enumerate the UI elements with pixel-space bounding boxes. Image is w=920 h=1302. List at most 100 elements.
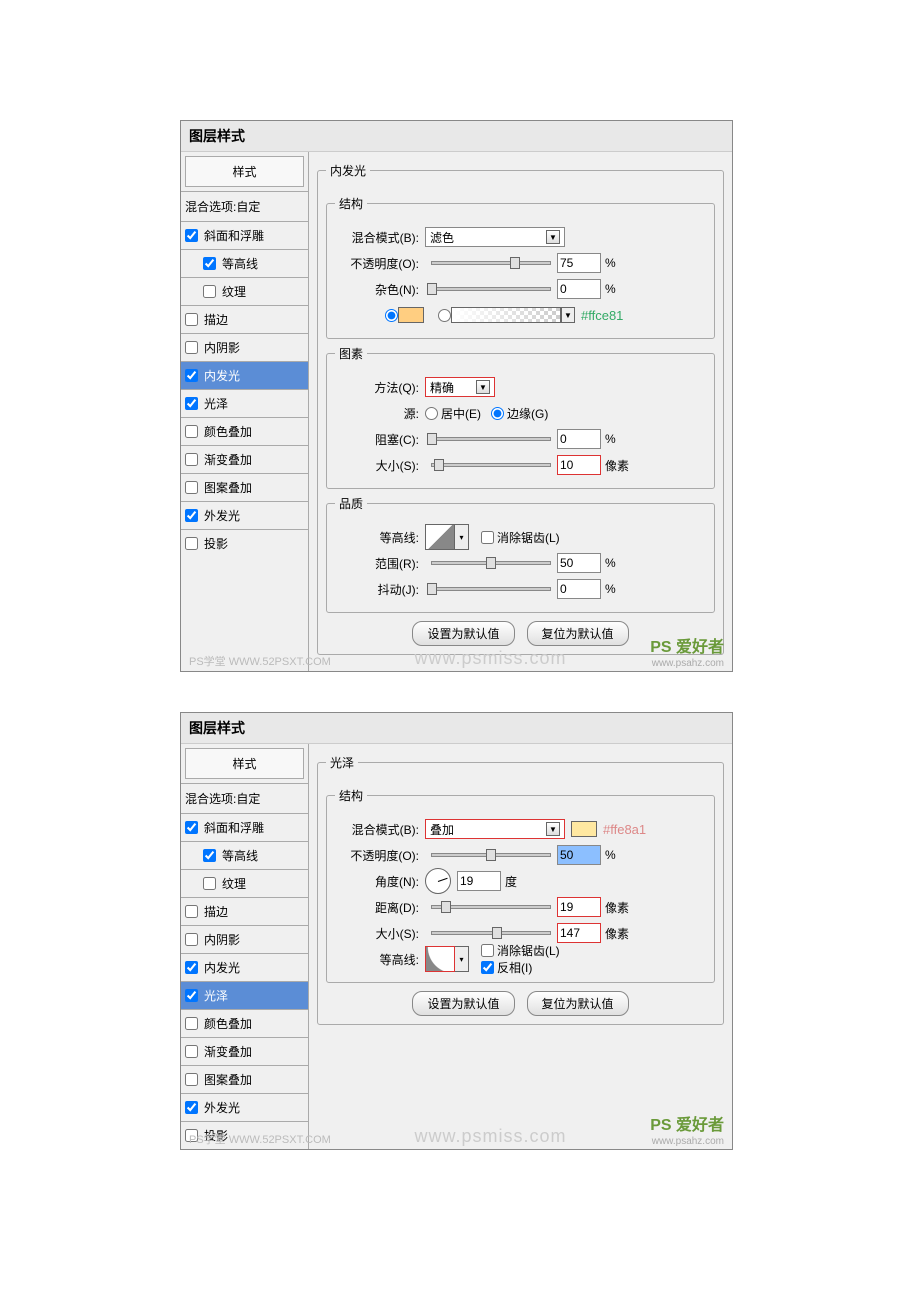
style-item-10[interactable]: 外发光 bbox=[181, 501, 308, 529]
source-edge-radio[interactable]: 边缘(G) bbox=[491, 405, 548, 422]
distance-input[interactable] bbox=[557, 897, 601, 917]
range-input[interactable] bbox=[557, 553, 601, 573]
style-item-2[interactable]: 纹理 bbox=[181, 869, 308, 897]
style-item-4[interactable]: 内阴影 bbox=[181, 333, 308, 361]
angle-input[interactable] bbox=[457, 871, 501, 891]
style-checkbox[interactable] bbox=[185, 537, 198, 550]
dialog-title: 图层样式 bbox=[181, 713, 732, 744]
style-item-9[interactable]: 图案叠加 bbox=[181, 473, 308, 501]
style-item-9[interactable]: 图案叠加 bbox=[181, 1065, 308, 1093]
style-checkbox[interactable] bbox=[185, 1045, 198, 1058]
style-item-8[interactable]: 渐变叠加 bbox=[181, 1037, 308, 1065]
distance-slider[interactable] bbox=[431, 905, 551, 909]
style-item-0[interactable]: 斜面和浮雕 bbox=[181, 813, 308, 841]
style-item-11[interactable]: 投影 bbox=[181, 529, 308, 557]
style-checkbox[interactable] bbox=[185, 1073, 198, 1086]
gradient-radio[interactable] bbox=[438, 309, 451, 322]
style-checkbox[interactable] bbox=[185, 1017, 198, 1030]
style-item-7[interactable]: 颜色叠加 bbox=[181, 1009, 308, 1037]
style-item-8[interactable]: 渐变叠加 bbox=[181, 445, 308, 473]
style-label: 光泽 bbox=[204, 395, 228, 412]
style-item-0[interactable]: 斜面和浮雕 bbox=[181, 221, 308, 249]
size-input[interactable] bbox=[557, 455, 601, 475]
style-checkbox[interactable] bbox=[185, 933, 198, 946]
style-checkbox[interactable] bbox=[203, 877, 216, 890]
style-checkbox[interactable] bbox=[185, 397, 198, 410]
style-checkbox[interactable] bbox=[185, 229, 198, 242]
opacity-slider[interactable] bbox=[431, 853, 551, 857]
style-checkbox[interactable] bbox=[203, 285, 216, 298]
style-item-7[interactable]: 颜色叠加 bbox=[181, 417, 308, 445]
opacity-slider[interactable] bbox=[431, 261, 551, 265]
style-item-6[interactable]: 光泽 bbox=[181, 389, 308, 417]
style-checkbox[interactable] bbox=[185, 1101, 198, 1114]
style-item-1[interactable]: 等高线 bbox=[181, 841, 308, 869]
style-item-3[interactable]: 描边 bbox=[181, 897, 308, 925]
style-item-4[interactable]: 内阴影 bbox=[181, 925, 308, 953]
style-checkbox[interactable] bbox=[185, 961, 198, 974]
style-checkbox[interactable] bbox=[185, 905, 198, 918]
style-item-5[interactable]: 内发光 bbox=[181, 361, 308, 389]
style-item-2[interactable]: 纹理 bbox=[181, 277, 308, 305]
style-checkbox[interactable] bbox=[185, 341, 198, 354]
choke-slider[interactable] bbox=[431, 437, 551, 441]
reset-default-button[interactable]: 复位为默认值 bbox=[527, 991, 629, 1016]
style-label: 斜面和浮雕 bbox=[204, 227, 264, 244]
choke-input[interactable] bbox=[557, 429, 601, 449]
size-slider[interactable] bbox=[431, 463, 551, 467]
style-checkbox[interactable] bbox=[185, 369, 198, 382]
set-default-button[interactable]: 设置为默认值 bbox=[412, 991, 514, 1016]
noise-slider[interactable] bbox=[431, 287, 551, 291]
style-checkbox[interactable] bbox=[185, 481, 198, 494]
blend-mode-select[interactable]: 叠加▼ bbox=[425, 819, 565, 839]
range-slider[interactable] bbox=[431, 561, 551, 565]
contour-dropdown-icon[interactable]: ▾ bbox=[455, 946, 469, 972]
blending-options[interactable]: 混合选项:自定 bbox=[181, 783, 308, 813]
method-select[interactable]: 精确▼ bbox=[425, 377, 495, 397]
style-checkbox[interactable] bbox=[185, 1129, 198, 1142]
style-label: 图案叠加 bbox=[204, 479, 252, 496]
color-swatch[interactable] bbox=[571, 821, 597, 837]
jitter-input[interactable] bbox=[557, 579, 601, 599]
contour-dropdown-icon[interactable]: ▾ bbox=[455, 524, 469, 550]
reset-default-button[interactable]: 复位为默认值 bbox=[527, 621, 629, 646]
color-swatch[interactable] bbox=[398, 307, 424, 323]
styles-header[interactable]: 样式 bbox=[185, 156, 304, 187]
style-item-5[interactable]: 内发光 bbox=[181, 953, 308, 981]
style-checkbox[interactable] bbox=[185, 453, 198, 466]
style-checkbox[interactable] bbox=[185, 989, 198, 1002]
style-checkbox[interactable] bbox=[185, 313, 198, 326]
style-item-10[interactable]: 外发光 bbox=[181, 1093, 308, 1121]
style-item-1[interactable]: 等高线 bbox=[181, 249, 308, 277]
contour-picker[interactable] bbox=[425, 946, 455, 972]
style-checkbox[interactable] bbox=[185, 509, 198, 522]
style-checkbox[interactable] bbox=[203, 257, 216, 270]
style-item-11[interactable]: 投影 bbox=[181, 1121, 308, 1149]
set-default-button[interactable]: 设置为默认值 bbox=[412, 621, 514, 646]
blending-options[interactable]: 混合选项:自定 bbox=[181, 191, 308, 221]
style-checkbox[interactable] bbox=[185, 425, 198, 438]
invert-checkbox[interactable]: 反相(I) bbox=[481, 959, 560, 976]
style-checkbox[interactable] bbox=[185, 821, 198, 834]
solid-color-radio[interactable] bbox=[385, 309, 398, 322]
styles-header[interactable]: 样式 bbox=[185, 748, 304, 779]
opacity-input[interactable] bbox=[557, 253, 601, 273]
angle-dial[interactable] bbox=[425, 868, 451, 894]
contour-picker[interactable] bbox=[425, 524, 455, 550]
size-input[interactable] bbox=[557, 923, 601, 943]
antialias-checkbox[interactable]: 消除锯齿(L) bbox=[481, 529, 560, 546]
gradient-dropdown-icon[interactable]: ▼ bbox=[561, 307, 575, 323]
style-item-6[interactable]: 光泽 bbox=[181, 981, 308, 1009]
antialias-checkbox[interactable]: 消除锯齿(L) bbox=[481, 942, 560, 959]
opacity-input[interactable] bbox=[557, 845, 601, 865]
style-checkbox[interactable] bbox=[203, 849, 216, 862]
noise-input[interactable] bbox=[557, 279, 601, 299]
size-slider[interactable] bbox=[431, 931, 551, 935]
style-item-3[interactable]: 描边 bbox=[181, 305, 308, 333]
structure-fieldset: 结构 混合模式(B): 滤色▼ 不透明度(O): % 杂色(N bbox=[326, 195, 715, 339]
jitter-slider[interactable] bbox=[431, 587, 551, 591]
source-center-radio[interactable]: 居中(E) bbox=[425, 405, 481, 422]
dialog-title: 图层样式 bbox=[181, 121, 732, 152]
gradient-swatch[interactable] bbox=[451, 307, 561, 323]
blend-mode-select[interactable]: 滤色▼ bbox=[425, 227, 565, 247]
